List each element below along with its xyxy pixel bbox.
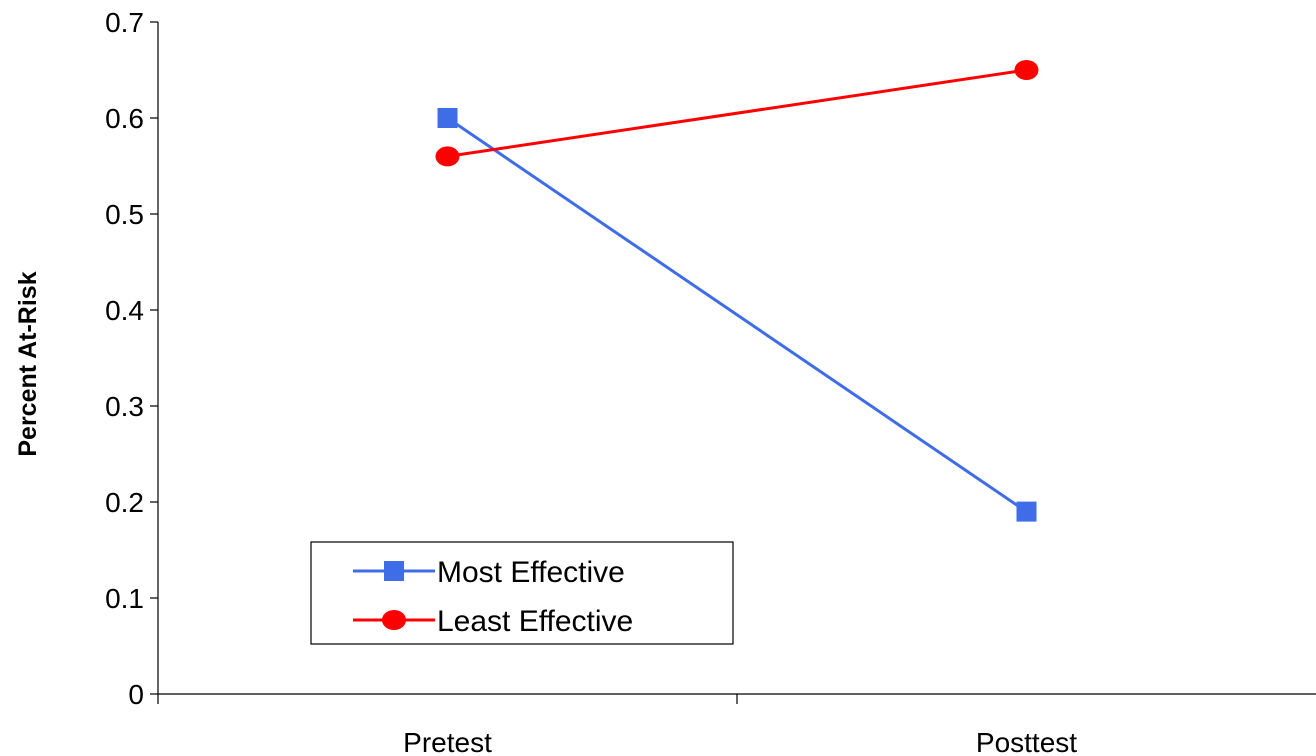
x-ticks: Pretest Posttest xyxy=(157,694,1077,756)
y-tick-label: 0.7 xyxy=(105,7,144,38)
legend-box xyxy=(310,541,734,645)
data-point xyxy=(1016,501,1037,522)
x-tick-label: Pretest xyxy=(403,727,492,756)
y-tick-label: 0.6 xyxy=(105,103,144,134)
y-tick-label: 0.5 xyxy=(105,199,144,230)
legend-entry: Least Effective xyxy=(353,605,633,638)
x-tick-label: Posttest xyxy=(976,727,1077,756)
y-tick-label: 0 xyxy=(128,679,144,710)
legend-marker xyxy=(384,561,404,581)
series-2 xyxy=(435,60,1039,167)
y-tick-label: 0.3 xyxy=(105,391,144,422)
y-tick-label: 0.2 xyxy=(105,487,144,518)
y-tick-label: 0.1 xyxy=(105,583,144,614)
series-line xyxy=(446,116,1028,513)
legend-label: Least Effective xyxy=(437,605,633,638)
series-line xyxy=(447,68,1027,158)
data-point xyxy=(437,108,458,128)
series-layer xyxy=(435,60,1039,522)
y-tick-label: 0.4 xyxy=(105,295,144,326)
legend-label: Most Effective xyxy=(437,556,625,589)
data-point xyxy=(435,146,460,167)
legend-entry: Most Effective xyxy=(353,556,625,589)
y-axis-title: Percent At-Risk xyxy=(14,271,42,456)
series-1 xyxy=(437,108,1037,522)
y-ticks: 0 0.1 0.2 0.3 0.4 0.5 0.6 0.7 xyxy=(105,7,158,710)
legend-marker xyxy=(382,610,406,630)
legend: Most Effective Least Effective xyxy=(310,541,734,645)
data-point xyxy=(1014,60,1039,80)
